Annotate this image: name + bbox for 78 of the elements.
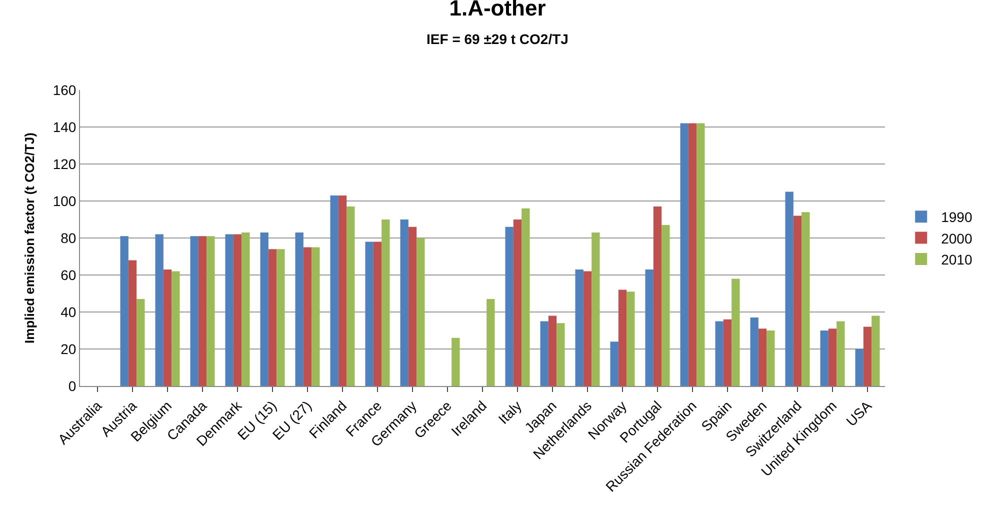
bar [338,195,347,386]
bar [680,123,688,386]
y-tick-label: 120 [52,156,76,172]
legend-label: 2000 [941,230,972,246]
y-tick-label: 0 [68,378,76,394]
y-tick-label: 80 [60,230,76,246]
y-tick-label: 140 [52,118,76,135]
bar [408,226,417,386]
bar [225,234,234,386]
bar [540,321,548,386]
bar [190,236,198,386]
bar [836,321,845,386]
bar [268,249,277,386]
bar [793,216,802,386]
bar [820,330,828,386]
bar [766,330,775,386]
bar [136,299,145,386]
bar [855,349,864,386]
bar [626,292,635,386]
bar [802,212,810,386]
bar [863,326,872,386]
bar [583,271,592,386]
bar [346,206,355,386]
bar [120,236,128,386]
bar [128,260,137,386]
bar [312,247,320,386]
y-tick-label: 40 [60,304,76,320]
bar [505,226,514,386]
legend-label: 1990 [941,209,972,226]
bar [556,323,565,386]
bar [828,328,837,386]
bar [382,220,390,386]
y-tick-label: 100 [52,192,76,209]
bar [400,220,408,386]
bar [732,278,740,386]
x-tick-label: USA [842,397,876,430]
bar [276,249,285,386]
bar [610,342,618,386]
bar [592,232,600,386]
bar [155,234,164,386]
legend-label: 2010 [941,251,972,268]
bar [758,328,767,386]
bar [750,318,758,386]
bar [723,319,732,386]
bar [416,238,425,386]
bar [653,206,662,386]
y-tick-label: 60 [60,266,76,283]
bar [260,232,268,386]
bar [295,232,304,386]
bar [548,316,557,386]
bar [365,242,374,386]
bar [486,299,495,386]
bar [696,123,705,386]
bar [163,269,172,386]
bar [662,225,670,386]
bar [242,232,250,386]
bar [330,195,338,386]
x-tick-label: Italy [495,398,525,428]
bar [513,220,522,386]
bar [645,269,654,386]
bar [198,236,207,386]
bar [373,242,382,386]
bar [303,247,312,386]
bar [522,208,530,386]
bar [233,234,242,386]
y-tick-label: 20 [60,340,76,357]
y-tick-label: 160 [52,82,76,98]
bar [206,236,215,386]
bar [618,290,627,386]
bar [172,271,180,386]
bar [452,338,460,386]
bar [785,192,794,386]
chart-subtitle: IEF = 69 ±29 t CO2/TJ [426,31,568,48]
bar [575,269,584,386]
y-axis-title: Implied emission factor (t CO2/TJ) [22,132,37,344]
bar [688,123,697,386]
bar [872,316,880,386]
bar [715,321,724,386]
